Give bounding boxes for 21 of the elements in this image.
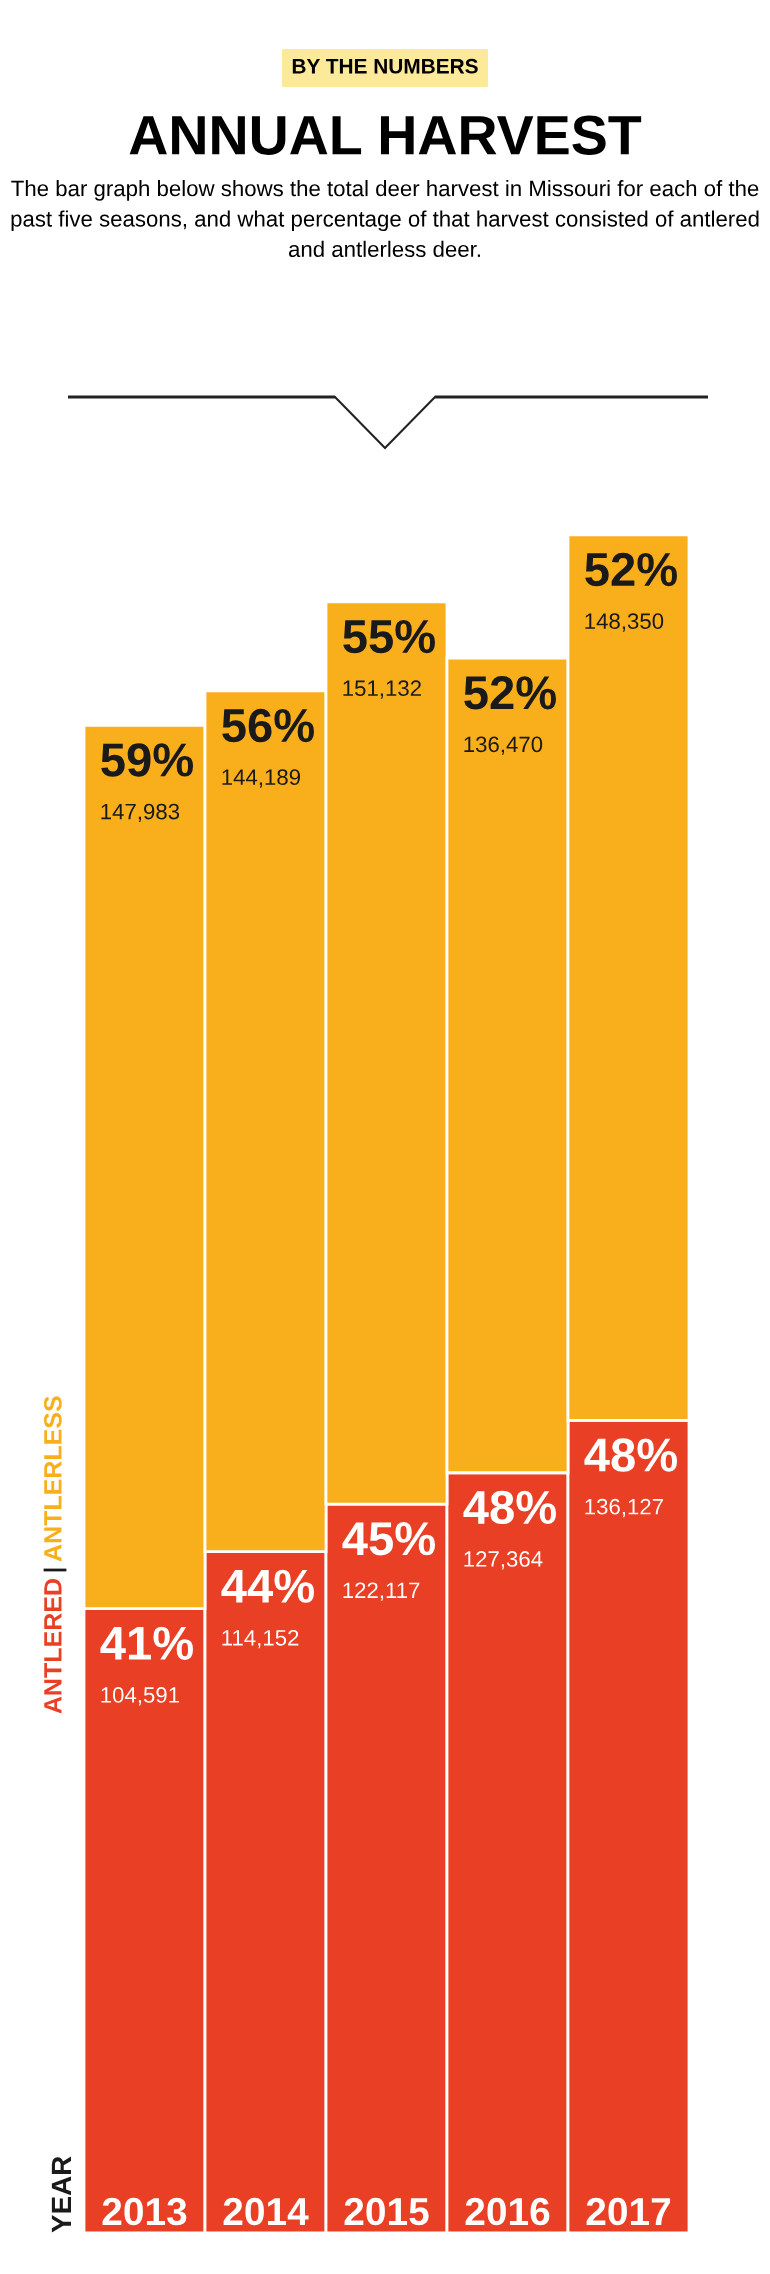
data-label: 48% 127,364: [463, 1490, 556, 1570]
text: BY THE NUMBERS: [292, 58, 478, 74]
x-tick-label: 2017: [586, 2197, 671, 2226]
x-tick-label: 2015: [344, 2197, 429, 2226]
data-label: 45% 122,117: [342, 1522, 435, 1601]
data-label: 56% 144,189: [222, 708, 314, 788]
data-label: 48% 136,127: [584, 1438, 677, 1518]
x-tick-label: 2013: [102, 2197, 187, 2226]
data-label: 41% 104,591: [100, 1626, 193, 1706]
text: YEAR: [51, 2156, 71, 2233]
text: ANTLERED: [44, 1579, 62, 1714]
data-label: 55% 151,132: [343, 619, 435, 699]
text: ANTLERLESS: [44, 1396, 62, 1562]
data-label: 44% 114,152: [221, 1569, 314, 1649]
data-label: 52% 148,350: [585, 552, 677, 632]
data-label: 52% 136,470: [464, 676, 556, 755]
x-tick-label: 2014: [223, 2197, 309, 2226]
x-tick-label: 2016: [465, 2197, 550, 2226]
chart-subtitle: The bar graph below shows the total deer harvest in Missouri for each of the past five seasons, and what percentage of that harvest consisted of antlered and antlerless deer.: [11, 180, 759, 258]
chart-title: ANNUAL HARVEST: [129, 115, 642, 155]
data-label: 59% 147,983: [101, 743, 193, 823]
